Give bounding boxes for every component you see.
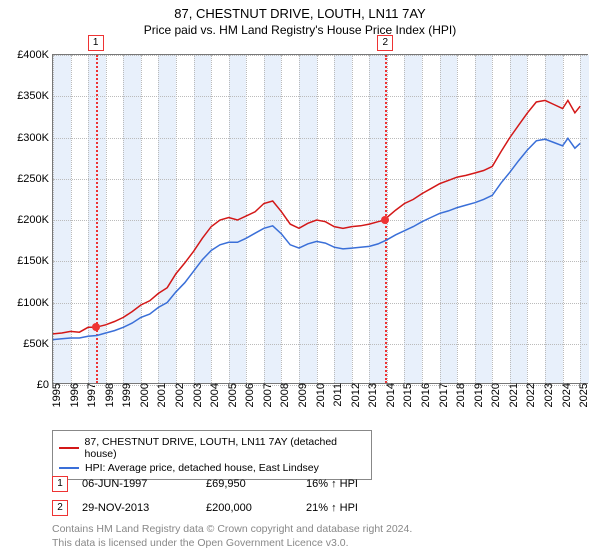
y-axis-tick: £200K — [17, 214, 53, 226]
x-axis-tick: 2004 — [207, 383, 221, 407]
chart-plot-area: £0£50K£100K£150K£200K£250K£300K£350K£400… — [52, 54, 588, 384]
x-axis-tick: 2000 — [137, 383, 151, 407]
x-axis-tick: 2006 — [242, 383, 256, 407]
footer-attribution: Contains HM Land Registry data © Crown c… — [52, 522, 412, 550]
sale-event-delta: 16% ↑ HPI — [306, 478, 392, 490]
x-axis-tick: 2022 — [523, 383, 537, 407]
x-axis-tick: 1999 — [119, 383, 133, 407]
x-axis-tick: 2018 — [453, 383, 467, 407]
x-axis-tick: 2012 — [348, 383, 362, 407]
sale-event-date: 06-JUN-1997 — [82, 478, 192, 490]
x-axis-tick: 2005 — [225, 383, 239, 407]
x-axis-tick: 2014 — [383, 383, 397, 407]
sale-event-date: 29-NOV-2013 — [82, 502, 192, 514]
x-axis-tick: 2015 — [400, 383, 414, 407]
x-axis-tick: 2020 — [488, 383, 502, 407]
sale-event-price: £69,950 — [206, 478, 292, 490]
legend-label: 87, CHESTNUT DRIVE, LOUTH, LN11 7AY (det… — [85, 436, 365, 460]
sale-marker: 2 — [377, 35, 393, 51]
y-axis-tick: £400K — [17, 49, 53, 61]
x-axis-tick: 1998 — [102, 383, 116, 407]
x-axis-tick: 2025 — [576, 383, 590, 407]
page-title: 87, CHESTNUT DRIVE, LOUTH, LN11 7AY — [0, 0, 600, 21]
series-line — [53, 100, 580, 334]
sale-point — [92, 323, 100, 331]
x-axis-tick: 2013 — [365, 383, 379, 407]
x-axis-tick: 2017 — [436, 383, 450, 407]
y-axis-tick: £250K — [17, 173, 53, 185]
footer-line-2: This data is licensed under the Open Gov… — [52, 536, 412, 550]
sale-event-price: £200,000 — [206, 502, 292, 514]
x-axis-tick: 2021 — [506, 383, 520, 407]
sale-event-delta: 21% ↑ HPI — [306, 502, 392, 514]
sale-marker: 1 — [88, 35, 104, 51]
sale-event-marker: 2 — [52, 500, 68, 516]
sale-event-row: 1 06-JUN-1997 £69,950 16% ↑ HPI — [52, 476, 392, 492]
x-axis-tick: 2001 — [154, 383, 168, 407]
x-axis-tick: 2002 — [172, 383, 186, 407]
x-axis-tick: 1996 — [67, 383, 81, 407]
y-axis-tick: £50K — [23, 338, 53, 350]
x-axis-tick: 2011 — [330, 383, 344, 407]
x-axis-tick: 2008 — [277, 383, 291, 407]
y-axis-tick: £100K — [17, 297, 53, 309]
x-axis-tick: 2003 — [190, 383, 204, 407]
legend-swatch — [59, 467, 79, 469]
legend-item: 87, CHESTNUT DRIVE, LOUTH, LN11 7AY (det… — [59, 435, 365, 461]
sale-event-marker: 1 — [52, 476, 68, 492]
legend-swatch — [59, 447, 79, 449]
x-axis-tick: 2009 — [295, 383, 309, 407]
x-axis-tick: 2019 — [471, 383, 485, 407]
footer-line-1: Contains HM Land Registry data © Crown c… — [52, 522, 412, 536]
sale-events-table: 1 06-JUN-1997 £69,950 16% ↑ HPI 2 29-NOV-2013… — [52, 472, 392, 524]
series-line — [53, 138, 580, 339]
y-axis-tick: £300K — [17, 132, 53, 144]
x-axis-tick: 2016 — [418, 383, 432, 407]
x-axis-tick: 2007 — [260, 383, 274, 407]
x-axis-tick: 2010 — [313, 383, 327, 407]
x-axis-tick: 2024 — [559, 383, 573, 407]
sale-point — [381, 216, 389, 224]
y-axis-tick: £350K — [17, 90, 53, 102]
x-axis-tick: 1997 — [84, 383, 98, 407]
sale-event-row: 2 29-NOV-2013 £200,000 21% ↑ HPI — [52, 500, 392, 516]
x-axis-tick: 2023 — [541, 383, 555, 407]
x-axis-tick: 1995 — [49, 383, 63, 407]
y-axis-tick: £150K — [17, 255, 53, 267]
